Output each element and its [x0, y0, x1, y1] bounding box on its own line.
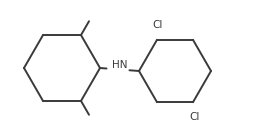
Text: Cl: Cl	[190, 112, 200, 122]
Text: Cl: Cl	[153, 20, 163, 30]
Text: HN: HN	[112, 61, 127, 70]
